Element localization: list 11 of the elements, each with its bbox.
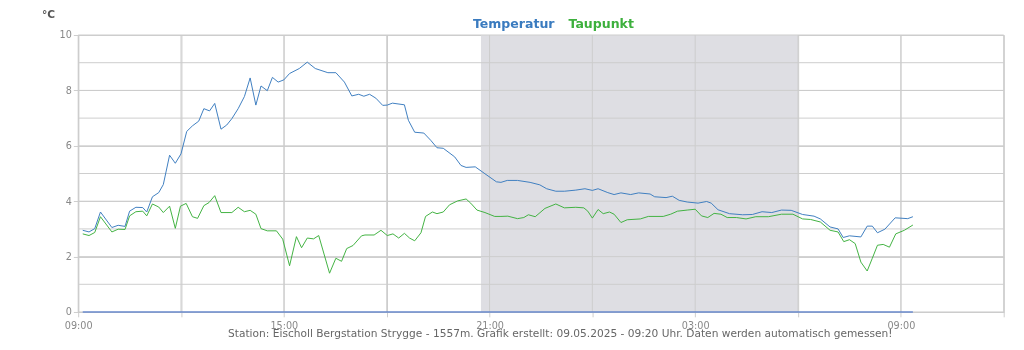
y-axis-title: °C — [41, 8, 56, 22]
y-tick-label: 4 — [65, 195, 72, 207]
y-tick-label: 2 — [65, 250, 72, 262]
text: Taupunkt — [568, 16, 634, 32]
y-tick-label: 8 — [65, 84, 72, 96]
x-tick-label: 09:00 — [64, 319, 93, 331]
y-tick-label: 6 — [65, 140, 72, 152]
x-tick-label: 09:00 — [887, 319, 916, 331]
y-tick-label: 0 — [65, 306, 72, 318]
y-tick-label: 10 — [59, 29, 72, 41]
text: Temperatur — [472, 16, 556, 32]
